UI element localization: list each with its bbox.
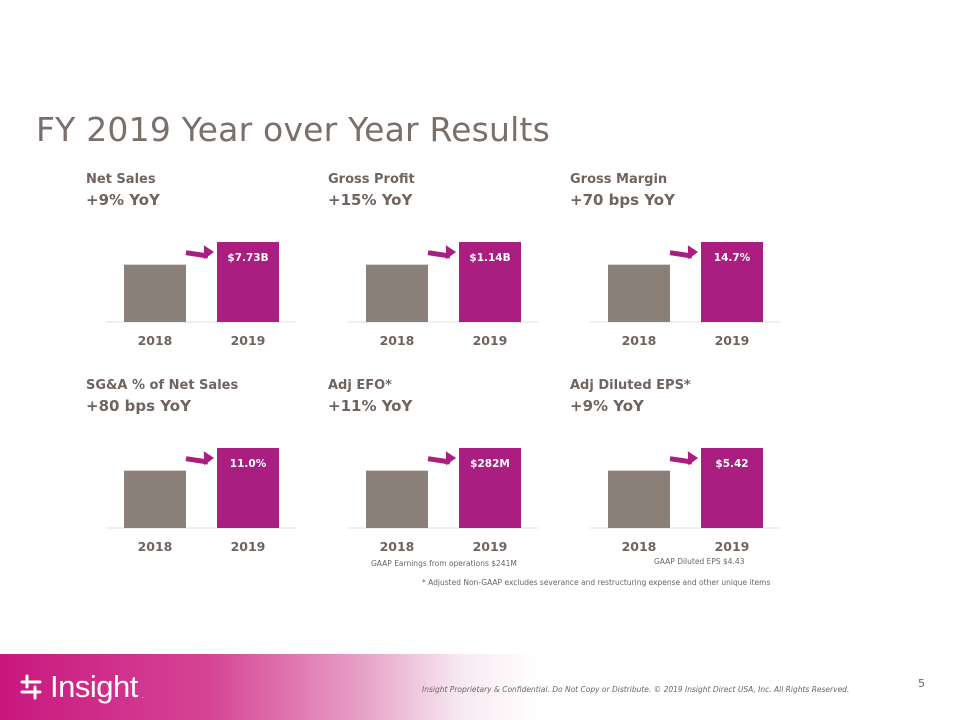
bar-2019 xyxy=(217,242,279,322)
change-label: +15% YoY xyxy=(328,191,413,209)
chart-panel-gross-profit: Gross Profit +15% YoY 2018 2019 $1.14B xyxy=(328,172,538,362)
tick-label-2018: 2018 xyxy=(380,333,415,348)
tick-label-2019: 2019 xyxy=(231,333,266,348)
chart-panel-net-sales: Net Sales +9% YoY 2018 2019 $7.73B xyxy=(86,172,296,362)
gaap-note: GAAP Earnings from operations $241M xyxy=(371,559,517,568)
tick-label-2018: 2018 xyxy=(622,333,657,348)
change-label: +70 bps YoY xyxy=(570,191,675,209)
bar-chart: 2018 2019 14.7% xyxy=(590,242,780,348)
growth-arrow-icon xyxy=(185,451,214,466)
bar-chart: 2018 2019 $7.73B xyxy=(106,242,296,348)
metric-label: SG&A % of Net Sales xyxy=(86,378,239,393)
arrow-head xyxy=(687,451,698,466)
page-number: 5 xyxy=(918,677,925,690)
data-label: 11.0% xyxy=(230,458,267,470)
change-label: +9% YoY xyxy=(570,397,644,415)
arrow-head xyxy=(445,245,456,260)
growth-arrow-icon xyxy=(427,245,456,260)
change-label: +9% YoY xyxy=(86,191,160,209)
arrow-head xyxy=(203,451,214,466)
metric-label: Gross Margin xyxy=(570,172,668,187)
growth-arrow-icon xyxy=(669,451,698,466)
chart-panel-sga: SG&A % of Net Sales +80 bps YoY 2018 2019… xyxy=(86,378,296,568)
bar-chart: 2018 2019 $5.42 xyxy=(590,448,780,554)
bar-chart: 2018 2019 11.0% xyxy=(106,448,296,554)
bar-2019 xyxy=(701,242,763,322)
growth-arrow-icon xyxy=(185,245,214,260)
data-label: $1.14B xyxy=(469,252,510,264)
bar-chart: 2018 2019 $1.14B xyxy=(348,242,538,348)
data-label: $5.42 xyxy=(715,458,748,470)
data-label: $282M xyxy=(470,458,510,470)
footnote: * Adjusted Non-GAAP excludes severance a… xyxy=(422,578,771,587)
logo-text: Insight xyxy=(50,669,138,704)
data-label: $7.73B xyxy=(227,252,268,264)
bar-2018 xyxy=(124,264,186,322)
arrow-head xyxy=(445,451,456,466)
bar-2018 xyxy=(608,470,670,528)
bar-2018 xyxy=(608,264,670,322)
bar-chart: 2018 2019 $282M xyxy=(348,448,538,554)
tick-label-2018: 2018 xyxy=(138,333,173,348)
slide-title: FY 2019 Year over Year Results xyxy=(36,110,551,149)
bar-2018 xyxy=(366,264,428,322)
gaap-note: GAAP Diluted EPS $4.43 xyxy=(654,557,745,566)
tick-label-2019: 2019 xyxy=(715,333,750,348)
tick-label-2018: 2018 xyxy=(622,539,657,554)
tick-label-2019: 2019 xyxy=(473,333,508,348)
growth-arrow-icon xyxy=(427,451,456,466)
bar-2018 xyxy=(366,470,428,528)
metric-label: Gross Profit xyxy=(328,172,415,187)
data-label: 14.7% xyxy=(714,252,751,264)
tick-label-2019: 2019 xyxy=(231,539,266,554)
chart-panel-adj-efo: Adj EFO* +11% YoY 2018 2019 $282M GAAP Ear… xyxy=(328,378,538,568)
metric-label: Adj EFO* xyxy=(328,378,392,393)
insight-logo-icon xyxy=(20,674,42,700)
growth-arrow-icon xyxy=(669,245,698,260)
change-label: +80 bps YoY xyxy=(86,397,191,415)
bar-2019 xyxy=(217,448,279,528)
metric-label: Adj Diluted EPS* xyxy=(570,378,691,393)
tick-label-2018: 2018 xyxy=(380,539,415,554)
tick-label-2019: 2019 xyxy=(715,539,750,554)
bar-2018 xyxy=(124,470,186,528)
legal-notice: Insight Proprietary & Confidential. Do N… xyxy=(422,685,850,694)
tick-label-2019: 2019 xyxy=(473,539,508,554)
arrow-head xyxy=(203,245,214,260)
metric-label: Net Sales xyxy=(86,172,156,187)
chart-panel-gross-margin: Gross Margin +70 bps YoY 2018 2019 14.7% xyxy=(570,172,780,362)
bar-2019 xyxy=(701,448,763,528)
bar-2019 xyxy=(459,448,521,528)
insight-logo: Insight . xyxy=(18,669,144,704)
footer: Insight . Insight Proprietary & Confiden… xyxy=(0,654,960,720)
bar-2019 xyxy=(459,242,521,322)
logo-mark: . xyxy=(141,691,144,700)
tick-label-2018: 2018 xyxy=(138,539,173,554)
chart-panel-adj-diluted-eps: Adj Diluted EPS* +9% YoY 2018 2019 $5.42 G… xyxy=(570,378,780,568)
arrow-head xyxy=(687,245,698,260)
change-label: +11% YoY xyxy=(328,397,413,415)
